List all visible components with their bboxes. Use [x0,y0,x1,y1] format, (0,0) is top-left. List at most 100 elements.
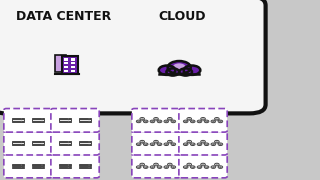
Circle shape [136,120,141,123]
Circle shape [185,166,187,168]
Circle shape [89,164,90,165]
FancyBboxPatch shape [4,109,52,132]
Circle shape [212,166,214,168]
Circle shape [157,120,162,123]
Circle shape [212,144,214,145]
Circle shape [198,166,201,168]
FancyBboxPatch shape [159,71,199,75]
Circle shape [145,121,147,122]
FancyBboxPatch shape [79,118,92,119]
FancyBboxPatch shape [59,165,71,166]
FancyBboxPatch shape [32,144,44,145]
Circle shape [216,118,218,119]
Circle shape [172,121,174,122]
Circle shape [158,144,161,145]
Circle shape [205,121,208,122]
Circle shape [169,164,171,165]
Circle shape [192,144,194,145]
FancyBboxPatch shape [32,141,44,142]
FancyBboxPatch shape [59,167,71,168]
Circle shape [215,118,219,120]
FancyBboxPatch shape [32,167,44,168]
FancyBboxPatch shape [64,58,68,61]
Circle shape [211,166,216,168]
Circle shape [197,166,202,168]
FancyBboxPatch shape [79,141,92,142]
Circle shape [21,164,22,165]
FancyBboxPatch shape [4,131,52,155]
Circle shape [42,118,43,119]
FancyBboxPatch shape [132,154,180,178]
FancyBboxPatch shape [179,154,227,178]
Circle shape [198,121,201,122]
Circle shape [202,164,204,165]
FancyBboxPatch shape [64,62,68,64]
Circle shape [21,118,22,119]
Circle shape [171,166,176,168]
Circle shape [150,143,155,146]
Circle shape [42,164,43,165]
Circle shape [68,167,69,168]
Circle shape [89,118,90,119]
Circle shape [212,121,214,122]
FancyBboxPatch shape [12,165,24,166]
FancyBboxPatch shape [59,142,71,143]
Circle shape [198,144,201,145]
FancyBboxPatch shape [79,121,92,122]
Circle shape [172,144,174,145]
Circle shape [154,163,158,166]
FancyBboxPatch shape [59,144,71,145]
Circle shape [185,121,187,122]
Circle shape [68,141,69,142]
Circle shape [220,144,221,145]
Circle shape [188,164,190,165]
Circle shape [21,165,22,166]
FancyBboxPatch shape [71,58,75,61]
Circle shape [68,121,69,122]
FancyBboxPatch shape [71,66,75,68]
FancyBboxPatch shape [12,118,24,119]
Circle shape [143,166,148,168]
Circle shape [165,121,167,122]
Circle shape [187,140,191,143]
FancyBboxPatch shape [79,144,92,145]
Circle shape [89,121,90,122]
Circle shape [42,121,43,122]
FancyBboxPatch shape [12,144,24,145]
Circle shape [168,140,172,143]
Circle shape [168,118,172,120]
Circle shape [138,166,140,168]
Text: CLOUD: CLOUD [159,10,206,23]
Circle shape [205,166,208,168]
Circle shape [211,143,216,146]
FancyBboxPatch shape [12,164,24,165]
FancyBboxPatch shape [32,164,44,165]
Circle shape [202,141,204,142]
Circle shape [171,120,176,123]
Circle shape [155,164,157,165]
Circle shape [158,166,161,168]
Circle shape [136,166,141,168]
Circle shape [68,144,69,145]
Circle shape [143,143,148,146]
Circle shape [164,120,169,123]
Circle shape [68,164,69,165]
Text: DATA CENTER: DATA CENTER [16,10,112,23]
Circle shape [141,141,143,142]
Circle shape [215,140,219,143]
Circle shape [150,166,155,168]
Circle shape [164,166,169,168]
Circle shape [150,120,155,123]
Circle shape [165,144,167,145]
FancyBboxPatch shape [51,131,99,155]
FancyBboxPatch shape [79,165,92,166]
Circle shape [171,143,176,146]
Circle shape [197,143,202,146]
Circle shape [218,166,223,168]
Circle shape [179,68,192,76]
Circle shape [157,143,162,146]
Circle shape [141,164,143,165]
FancyBboxPatch shape [64,66,68,68]
Circle shape [190,120,195,123]
FancyBboxPatch shape [12,142,24,143]
